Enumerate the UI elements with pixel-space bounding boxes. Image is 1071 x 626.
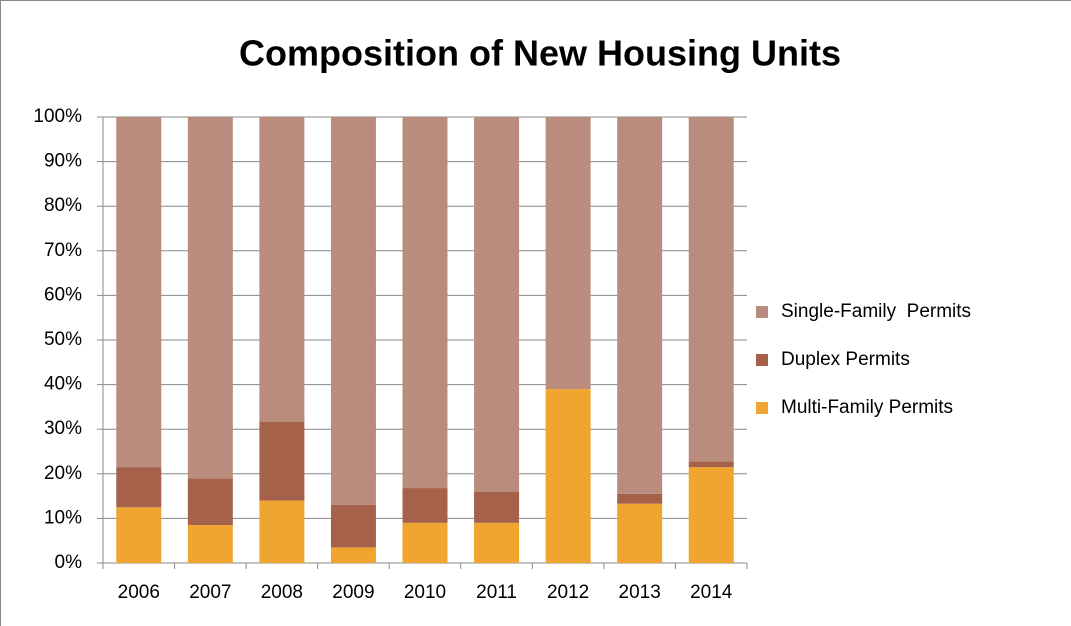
bar-segment [688,117,734,462]
bar-segment [474,117,520,492]
bar-segment [617,117,663,494]
bar-segment [688,467,734,563]
bar-segment [259,500,305,563]
y-tick-label: 10% [44,507,82,528]
bar-segment [116,117,162,468]
x-tick-label: 2013 [619,582,661,603]
y-tick-label: 80% [44,195,82,216]
y-tick-label: 90% [44,151,82,172]
y-tick-label: 0% [55,552,83,573]
x-tick-label: 2012 [547,582,589,603]
bar-segment [116,467,162,508]
x-tick-label: 2014 [690,582,733,603]
x-tick-label: 2008 [261,582,303,603]
bar-segment [330,547,376,563]
x-tick-label: 2009 [332,582,374,603]
bar-segment [617,493,663,504]
bar-segment [688,461,734,468]
legend-swatch [756,354,768,366]
y-tick-label: 50% [44,329,82,350]
bar-segment [116,507,162,563]
y-tick-label: 20% [44,463,82,484]
y-tick-label: 100% [33,106,82,127]
bar-segment [330,505,376,548]
y-tick-label: 40% [44,374,82,395]
legend-label: Single-Family Permits [781,301,971,322]
legend-swatch [756,306,768,318]
bar-segment [617,503,663,563]
bar-segment [259,117,305,422]
x-tick-label: 2010 [404,582,446,603]
bar-segment [474,522,520,563]
bar-segment [545,389,591,563]
legend-label: Duplex Permits [781,349,910,370]
bar-segment [545,117,591,390]
bar-segment [402,522,448,563]
x-tick-label: 2006 [118,582,160,603]
bar-segment [402,488,448,523]
bar-segment [187,525,233,563]
bar-segment [330,117,376,506]
legend-swatch [756,402,768,414]
bar-segment [187,478,233,526]
bar-segment [187,117,233,479]
chart-title: Composition of New Housing Units [239,33,841,74]
x-tick-label: 2011 [476,582,517,603]
y-tick-label: 30% [44,418,82,439]
y-tick-label: 60% [44,284,82,305]
bar-segment [259,421,305,501]
bar-segment [474,491,520,523]
legend-label: Multi-Family Permits [781,397,953,418]
bar-segment [402,117,448,489]
x-tick-label: 2007 [189,582,231,603]
y-tick-label: 70% [44,240,82,261]
